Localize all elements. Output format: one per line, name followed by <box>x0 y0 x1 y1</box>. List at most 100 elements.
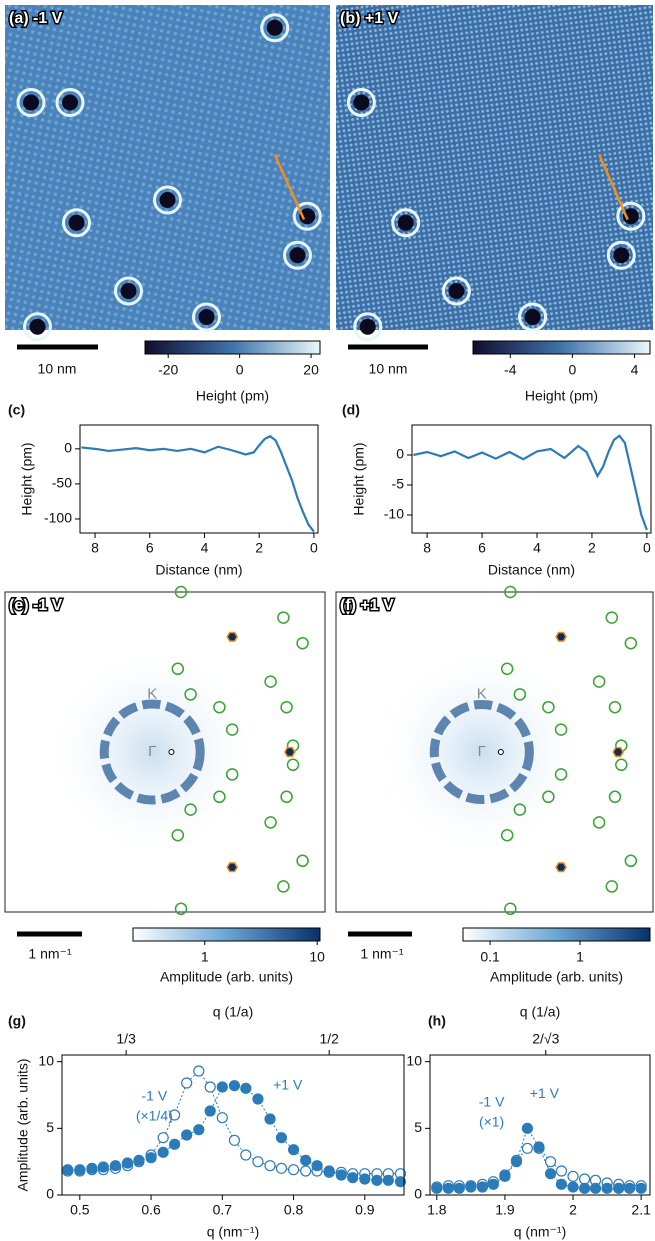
reciprocal-site <box>554 768 568 781</box>
gamma-point <box>168 749 175 755</box>
data-point <box>228 1080 241 1092</box>
defect-halo <box>16 88 46 117</box>
x-tick-label: 0.9 <box>355 1202 375 1218</box>
reciprocal-site <box>615 758 628 772</box>
defect-halo <box>346 88 376 117</box>
reciprocal-site <box>225 723 239 736</box>
y-tick-label: 10 <box>406 1052 422 1068</box>
defect-halo <box>153 185 182 215</box>
reciprocal-site <box>624 636 638 650</box>
image-label: (a) -1 V <box>9 10 63 27</box>
data-point <box>157 1132 169 1144</box>
defect-halo <box>441 276 471 306</box>
colorbar-tick-label: 4 <box>631 362 639 378</box>
colorbar-tick-label: 1 <box>201 949 209 965</box>
x-tick-label: 4 <box>201 540 209 556</box>
data-point <box>635 1182 647 1194</box>
reciprocal-site <box>174 585 188 599</box>
data-point <box>157 1146 169 1158</box>
defect-halo <box>62 208 91 238</box>
x-tick-label: 6 <box>146 540 154 556</box>
x-axis-label: Distance (nm) <box>155 562 242 578</box>
data-point <box>240 1149 252 1161</box>
fft-glow <box>46 646 258 858</box>
series-note: (×1) <box>479 1113 504 1129</box>
fft-glow <box>377 647 587 857</box>
data-point <box>567 1181 579 1193</box>
reciprocal-site <box>542 700 555 714</box>
data-point <box>613 1182 625 1194</box>
data-point <box>359 1173 371 1185</box>
x-axis-label: Distance (nm) <box>488 562 575 578</box>
profile-line <box>597 153 629 221</box>
colorbar-tick-label: 0 <box>568 362 576 378</box>
reciprocal-site <box>174 902 188 916</box>
data-point <box>465 1181 477 1193</box>
data-point <box>145 1152 157 1164</box>
plot-frame <box>61 1054 405 1196</box>
reciprocal-site <box>184 803 197 816</box>
gamma-point <box>497 749 504 755</box>
colorbar-tick-label: 20 <box>303 362 319 378</box>
reciprocal-site <box>500 828 514 842</box>
annotation: K <box>477 685 487 702</box>
profile-curve <box>81 434 315 533</box>
data-point <box>544 1168 557 1180</box>
x-axis-label: q (nm⁻¹) <box>514 1224 567 1240</box>
data-point <box>121 1157 134 1169</box>
x2-tick-label: 2/√3 <box>532 1031 559 1047</box>
data-point <box>382 1174 394 1186</box>
defect-halo <box>391 208 421 238</box>
bragg-peak <box>555 631 567 642</box>
x-tick-label: 2 <box>569 1202 577 1218</box>
defect <box>23 94 39 111</box>
reciprocal-site <box>225 768 239 781</box>
x-tick-label: 2 <box>255 540 263 556</box>
colorbar <box>132 927 321 942</box>
y-tick-label: 0 <box>46 1186 54 1202</box>
data-point <box>623 1182 636 1194</box>
x-tick-label: 0 <box>310 540 318 556</box>
x2-tick-label: 1/3 <box>116 1031 136 1047</box>
defect-halo <box>606 240 636 270</box>
reciprocal-site <box>542 790 555 804</box>
data-point <box>252 1093 264 1105</box>
data-point <box>510 1156 523 1168</box>
x-tick-label: 4 <box>533 540 541 556</box>
series-label: +1 V <box>273 1077 303 1093</box>
reciprocal-site <box>213 790 226 804</box>
data-point <box>521 1142 533 1154</box>
reciprocal-site <box>286 758 300 772</box>
data-point <box>589 1182 602 1194</box>
x2-axis-label: q (1/a) <box>213 1004 253 1020</box>
colorbar-label: Height (pm) <box>525 388 598 404</box>
y-tick-label: 5 <box>46 1119 54 1135</box>
profile-line <box>273 153 306 221</box>
data-point <box>204 1081 216 1093</box>
defect-halo <box>616 201 646 231</box>
scale-bar-label: 10 nm <box>369 361 408 377</box>
defect <box>448 283 465 299</box>
defect <box>299 208 316 225</box>
defect <box>289 247 306 264</box>
x-tick-label: 0.7 <box>213 1202 233 1218</box>
image-label: (f) +1 V <box>340 597 394 614</box>
reciprocal-site <box>504 902 517 916</box>
defect-halo <box>23 312 52 342</box>
colorbar-tick-label: 10 <box>309 949 325 965</box>
reciprocal-site <box>171 828 185 842</box>
data-point <box>601 1182 613 1194</box>
panel-label: (d) <box>342 402 360 418</box>
y-axis-label: Amplitude (arb. units) <box>15 1058 31 1191</box>
reciprocal-site <box>500 662 514 676</box>
panel-label: (h) <box>428 1013 446 1029</box>
reciprocal-site <box>608 700 622 714</box>
fft-ring <box>429 699 534 805</box>
data-point <box>394 1176 407 1188</box>
x2-tick-label: 1/2 <box>319 1031 339 1047</box>
annotation: Γ <box>478 743 486 760</box>
reciprocal-site <box>280 790 293 804</box>
data-point <box>533 1141 545 1153</box>
data-point <box>264 1113 276 1125</box>
